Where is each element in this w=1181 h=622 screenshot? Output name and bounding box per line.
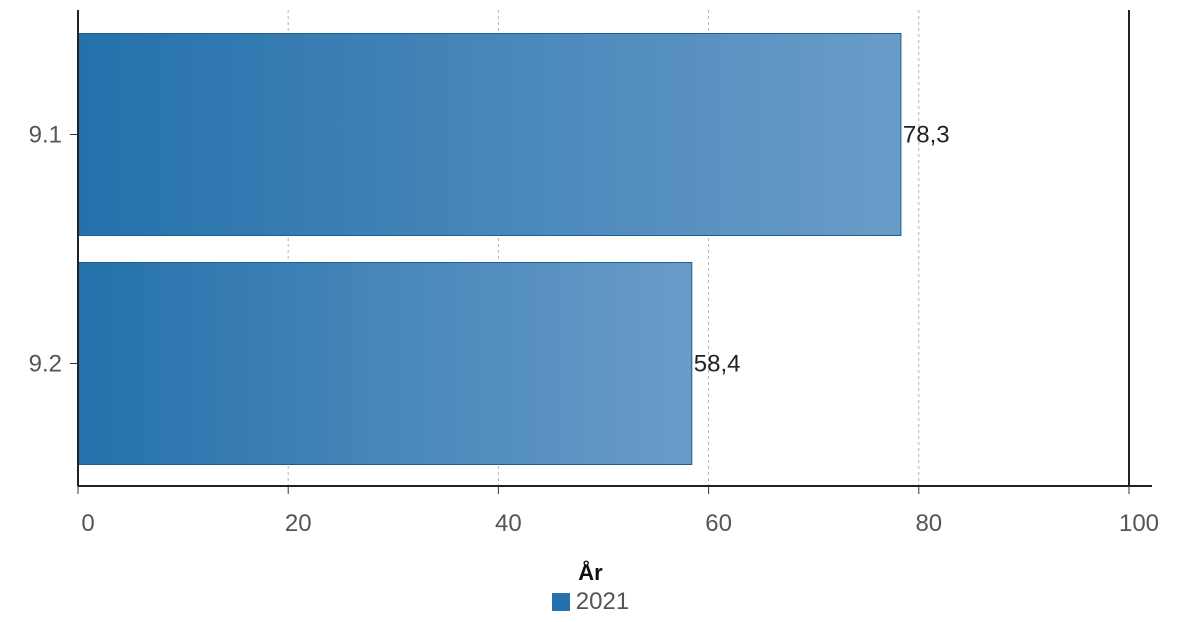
- labels: 78,3 9.1 58,4 9.2 0 20 40 60 80 100: [29, 122, 1159, 538]
- x-tick-label-20: 20: [285, 510, 312, 537]
- x-tick-label-0: 0: [81, 510, 94, 537]
- y-tick-label-9.1: 9.1: [29, 122, 62, 149]
- axes: [70, 10, 1152, 494]
- legend: År 2021: [0, 560, 1181, 616]
- x-tick-label-40: 40: [495, 510, 522, 537]
- bar-9.2[interactable]: [77, 262, 693, 465]
- legend-item-2021[interactable]: 2021: [551, 588, 630, 616]
- value-label-9.2: 58,4: [694, 351, 741, 378]
- y-tick-label-9.2: 9.2: [29, 351, 62, 378]
- legend-swatch: [551, 593, 570, 611]
- legend-title: År: [578, 560, 603, 585]
- x-tick-label-60: 60: [705, 510, 732, 537]
- x-tick-label-100: 100: [1119, 510, 1159, 537]
- bars: [77, 33, 902, 465]
- value-label-9.1: 78,3: [903, 122, 950, 149]
- x-tick-label-80: 80: [915, 510, 942, 537]
- bar-chart: 78,3 9.1 58,4 9.2 0 20 40 60 80 100: [29, 10, 1159, 538]
- legend-label: 2021: [575, 588, 630, 615]
- bar-9.1[interactable]: [77, 33, 902, 236]
